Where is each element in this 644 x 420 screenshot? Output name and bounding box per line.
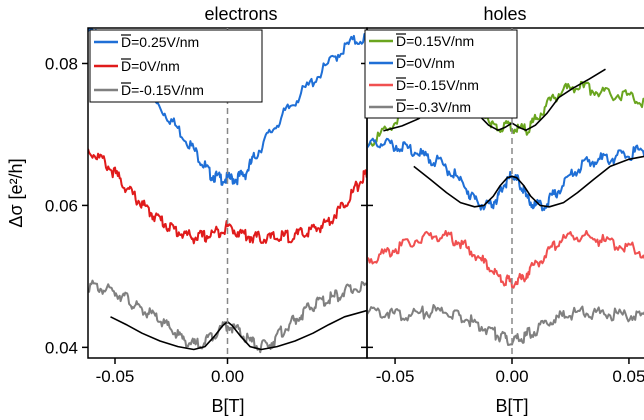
electrons-y-tick-label: 0.04: [45, 338, 78, 357]
holes-x-axis-title: B[T]: [495, 396, 528, 416]
electrons-series-line-2: [88, 279, 367, 354]
holes-legend-label: D=-0.3V/nm: [396, 99, 471, 115]
electrons-legend-label: D=0.25V/nm: [121, 34, 199, 50]
holes-ticks: -0.05 0.00 0.05: [376, 358, 644, 386]
holes-legend-label: D=0V/nm: [396, 55, 455, 71]
electrons-ticks: -0.05 0.00 0.04 0.06 0.08: [45, 54, 373, 386]
electrons-x-axis-title: B[T]: [211, 396, 244, 416]
electrons-y-tick-label: 0.06: [45, 196, 78, 215]
electrons-x-tick-label: -0.05: [96, 367, 135, 386]
electrons-legend-label: D=0V/nm: [121, 58, 180, 74]
electrons-panel-title: electrons: [204, 4, 277, 24]
holes-x-tick-label: -0.05: [376, 367, 415, 386]
holes-x-tick-label: 0.05: [612, 367, 644, 386]
holes-legend: D=0.15V/nm D=0V/nm D=-0.15V/nm D=-0.3V/nm: [364, 29, 518, 119]
electrons-panel: electrons -0.05 0.00 0.04 0.06 0.08 D=0.25V/…: [6, 4, 373, 416]
electrons-series-line-1: [88, 148, 367, 245]
holes-series-line-2: [367, 230, 644, 289]
holes-legend-label: D=0.15V/nm: [396, 33, 474, 49]
electrons-legend-label: D=-0.15V/nm: [121, 82, 204, 98]
electrons-y-tick-label: 0.08: [45, 54, 78, 73]
electrons-legend: D=0.25V/nm D=0V/nm D=-0.15V/nm: [89, 29, 263, 103]
holes-series-line-1: [367, 137, 644, 212]
electrons-y-axis-title: Δσ [e²/h]: [6, 158, 26, 227]
holes-fit-curve-5: [413, 155, 644, 208]
electrons-legend-box: [89, 29, 263, 103]
holes-panel: holes -0.05 0.00 0.05 D=0.15V/nm D=0V/nm D=-…: [364, 4, 644, 416]
holes-legend-box: [364, 29, 518, 119]
holes-legend-label: D=-0.15V/nm: [396, 77, 479, 93]
holes-panel-title: holes: [483, 4, 526, 24]
holes-x-tick-label: 0.00: [495, 367, 528, 386]
holes-series-line-3: [367, 304, 644, 346]
electrons-fit-curve-3: [110, 309, 367, 351]
electrons-x-tick-label: 0.00: [211, 367, 244, 386]
